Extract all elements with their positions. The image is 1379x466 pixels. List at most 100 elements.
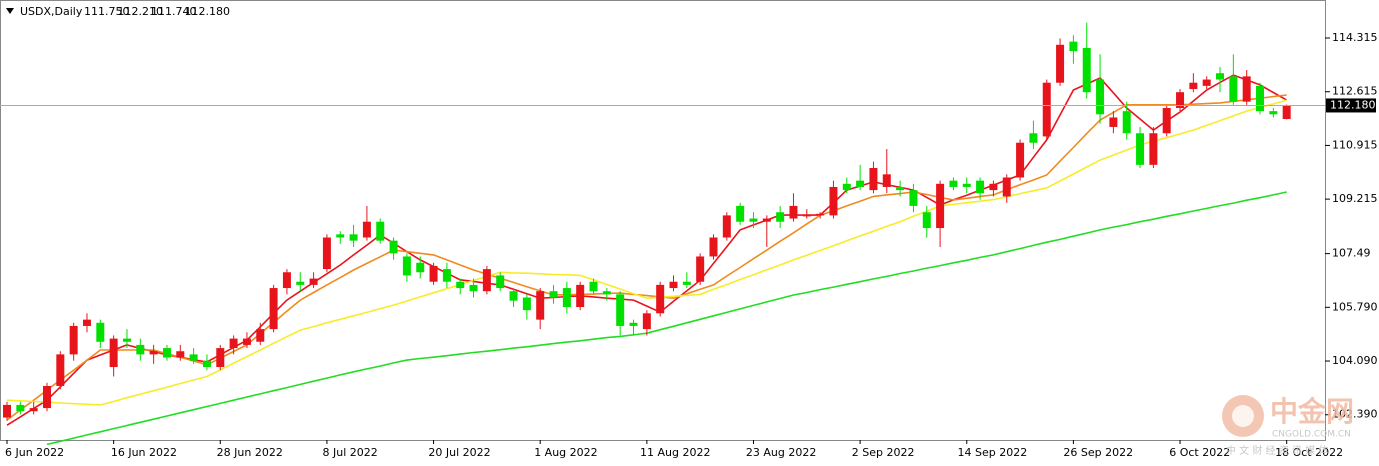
candle-body — [762, 218, 771, 222]
candle-body — [202, 360, 211, 368]
candle-body — [909, 190, 918, 206]
ma-line — [6, 74, 1288, 426]
x-tick-label: 8 Jul 2022 — [323, 446, 378, 459]
candle-body — [1282, 105, 1291, 120]
candle-body — [842, 183, 851, 191]
x-tick-label: 16 Jun 2022 — [111, 446, 177, 459]
x-tick-label: 6 Jun 2022 — [5, 446, 64, 459]
candle-body — [69, 325, 78, 355]
chart-title: USDX,Daily — [20, 5, 83, 18]
candle-body — [856, 180, 865, 187]
candle-body — [82, 319, 91, 326]
candle-body — [109, 338, 118, 368]
x-tick-label: 1 Aug 2022 — [534, 446, 597, 459]
candle-body — [309, 278, 318, 285]
candle-body — [336, 234, 345, 238]
candle-body — [1122, 111, 1131, 134]
candle-body — [562, 288, 571, 308]
candle-body — [642, 313, 651, 330]
candle-body — [1069, 41, 1078, 52]
candle-body — [522, 297, 531, 311]
candle-body — [96, 322, 105, 342]
candle-body — [482, 269, 491, 292]
candle-body — [989, 183, 998, 191]
candle-body — [42, 385, 51, 409]
candle-body — [1002, 177, 1011, 197]
candle-body — [1056, 44, 1065, 83]
x-tick-label: 20 Jul 2022 — [428, 446, 490, 459]
candle-body — [736, 205, 745, 222]
candle-body — [282, 272, 291, 289]
candle-body — [56, 354, 65, 386]
candle-body — [296, 281, 305, 285]
x-tick-label: 26 Sep 2022 — [1063, 446, 1133, 459]
candle-body — [789, 205, 798, 219]
candle-body — [549, 291, 558, 298]
candle-body — [122, 338, 131, 342]
candle-body — [216, 348, 225, 368]
candle-body — [536, 291, 545, 320]
candle-body — [162, 348, 171, 358]
candle-body — [136, 344, 145, 355]
candle-body — [616, 294, 625, 326]
candle-body — [1109, 117, 1118, 127]
candle-body — [1176, 92, 1185, 108]
header-value: 112.210 — [118, 5, 164, 18]
candle-body — [776, 212, 785, 222]
ma-line — [6, 99, 1287, 406]
candle-body — [229, 338, 238, 349]
y-tick-label: 102.390 — [1332, 408, 1378, 421]
logo-slogan: 中 文 财 经 资 讯 媒 体 — [1226, 444, 1328, 457]
candle-body — [402, 256, 411, 276]
y-tick-label: 110.915 — [1332, 138, 1378, 151]
candle-body — [669, 281, 678, 289]
candle-body — [3, 404, 11, 418]
candle-body — [1042, 82, 1051, 137]
menu-arrow — [6, 8, 14, 14]
candle-body — [509, 291, 518, 301]
candle-body — [1189, 82, 1198, 90]
logo-name: 中金网 — [1270, 395, 1354, 428]
candle-body — [629, 322, 638, 326]
y-tick-label: 109.215 — [1332, 192, 1378, 205]
candle-body — [949, 180, 958, 187]
candle-body — [176, 351, 185, 358]
candle-body — [869, 168, 878, 191]
candle-body — [802, 215, 811, 217]
candle-body — [1096, 79, 1105, 115]
candle-body — [322, 237, 331, 270]
candle-body — [696, 256, 705, 282]
x-tick-label: 23 Aug 2022 — [746, 446, 816, 459]
y-tick-label: 112.615 — [1332, 85, 1378, 98]
candle-body — [1162, 107, 1171, 134]
candle-body — [1229, 76, 1238, 102]
candle-body — [1016, 142, 1025, 178]
y-tick-label: 104.090 — [1332, 354, 1378, 367]
candle-body — [1082, 47, 1091, 93]
x-tick-label: 14 Sep 2022 — [958, 446, 1028, 459]
candle-body — [256, 329, 265, 342]
y-tick-label: 114.315 — [1332, 31, 1378, 44]
candle-body — [29, 408, 38, 412]
candle-body — [469, 284, 478, 292]
x-tick-label: 6 Oct 2022 — [1169, 446, 1230, 459]
candle-body — [496, 275, 505, 289]
candle-body — [656, 284, 665, 314]
x-tick-label: 2 Sep 2022 — [852, 446, 915, 459]
y-tick-label: 105.790 — [1332, 300, 1378, 313]
candle-body — [376, 221, 385, 241]
ma-line — [6, 94, 1287, 421]
candle-body — [416, 262, 425, 273]
candle-body — [269, 288, 278, 330]
candle-body — [242, 338, 251, 345]
candle-body — [362, 221, 371, 238]
candle-body — [1029, 133, 1038, 143]
candle-body — [1256, 85, 1265, 112]
candle-body — [442, 269, 451, 282]
candle-body — [429, 265, 438, 282]
candle-body — [576, 284, 585, 308]
candle-body — [1242, 76, 1251, 102]
candle-body — [389, 240, 398, 254]
ma-line — [46, 191, 1287, 446]
